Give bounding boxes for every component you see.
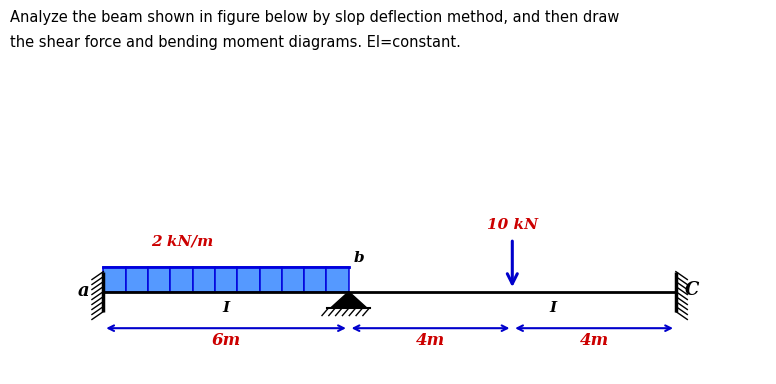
Bar <box>215 266 237 291</box>
Text: a: a <box>78 281 89 300</box>
Bar <box>304 266 327 291</box>
Text: b: b <box>354 251 364 265</box>
Text: the shear force and bending moment diagrams. EI=constant.: the shear force and bending moment diagr… <box>10 35 461 50</box>
Text: I: I <box>549 301 556 315</box>
Bar <box>170 266 192 291</box>
Text: 10 kN: 10 kN <box>487 218 538 232</box>
Bar <box>237 266 259 291</box>
Bar <box>126 266 148 291</box>
Text: I: I <box>223 301 230 315</box>
Text: C: C <box>685 281 699 299</box>
Text: 4m: 4m <box>416 332 445 349</box>
Text: Analyze the beam shown in figure below by slop deflection method, and then draw: Analyze the beam shown in figure below b… <box>10 10 619 25</box>
Bar <box>259 266 282 291</box>
Bar <box>192 266 215 291</box>
Polygon shape <box>331 291 367 308</box>
Bar <box>282 266 304 291</box>
Bar <box>148 266 170 291</box>
Text: 6m: 6m <box>211 332 241 349</box>
Text: 2 kN/m: 2 kN/m <box>151 234 213 248</box>
Bar <box>103 266 126 291</box>
Text: 4m: 4m <box>580 332 608 349</box>
Bar <box>327 266 348 291</box>
